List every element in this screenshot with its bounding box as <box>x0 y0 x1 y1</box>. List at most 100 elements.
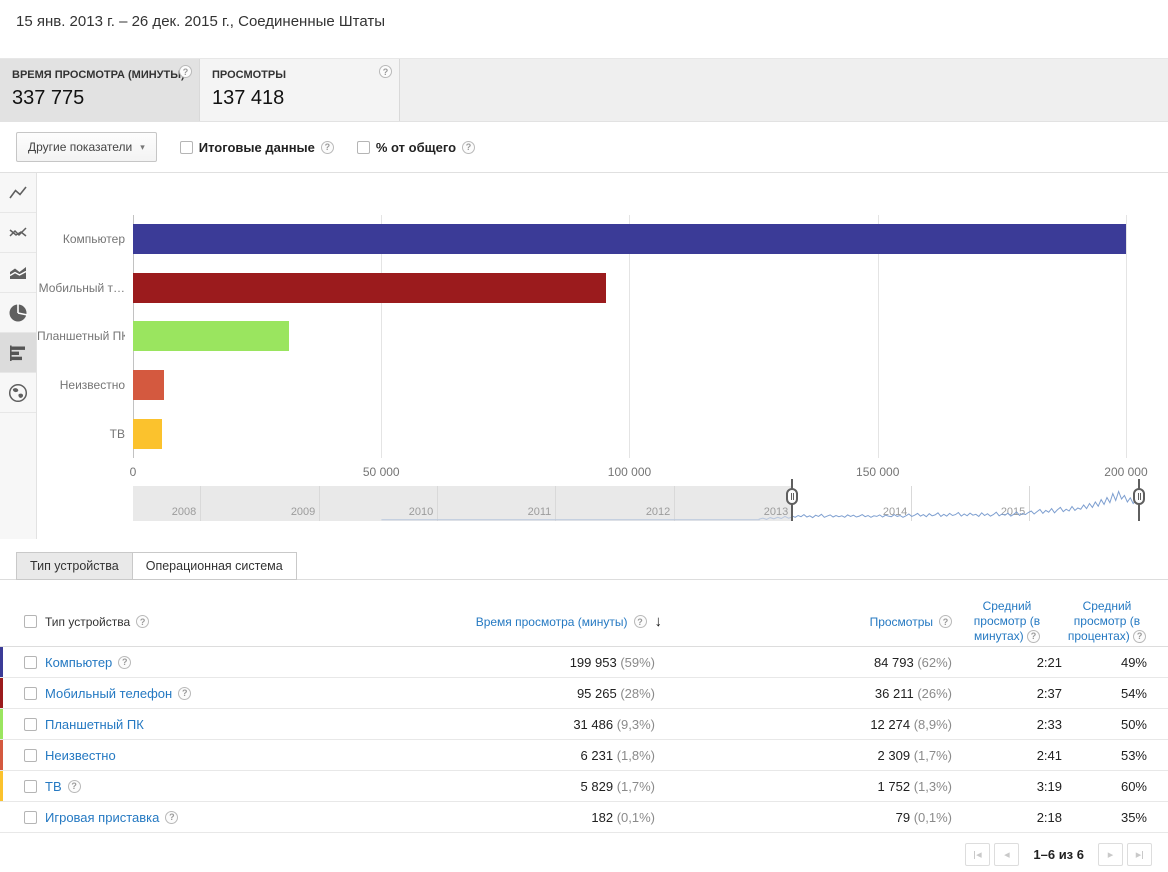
x-axis-tick-label: 200 000 <box>1104 465 1148 479</box>
chart-type-pie[interactable] <box>0 293 36 333</box>
row-checkbox[interactable] <box>24 686 37 700</box>
bar-row: Компьютер <box>63 215 1168 264</box>
last-page-button[interactable]: ▸ <box>1127 843 1152 866</box>
first-page-button[interactable]: ◂ <box>965 843 991 866</box>
cell-watch-time: 182 (0,1%) <box>591 809 655 825</box>
next-page-button[interactable]: ▸ <box>1098 843 1123 866</box>
cell-watch-time: 31 486 (9,3%) <box>573 716 655 732</box>
chart-type-area[interactable] <box>0 253 36 293</box>
pagination: ◂ ◂ 1–6 из 6 ▸ ▸ <box>0 833 1168 866</box>
row-name-link[interactable]: Игровая приставка? <box>45 810 400 825</box>
column-header-views[interactable]: Просмотры ? <box>662 615 952 629</box>
time-range-slider[interactable]: 2008 2009 2010 2011 2012 2013 2014 2015 <box>133 479 1168 521</box>
tab-device-type[interactable]: Тип устройства <box>16 552 133 580</box>
column-header-device-type: Тип устройства ? <box>45 615 400 629</box>
cell-watch-time: 5 829 (1,7%) <box>580 778 655 794</box>
table-row: ТВ? 5 829 (1,7%) 1 752 (1,3%) 3:19 60% <box>0 771 1168 802</box>
column-header-watch-time[interactable]: Время просмотра (минуты) ? ↓ <box>475 613 663 630</box>
timeline-year-label: 2009 <box>290 506 316 518</box>
metric-watch-time[interactable]: ? ВРЕМЯ ПРОСМОТРА (МИНУТЫ) 337 775 <box>0 59 200 121</box>
row-checkbox[interactable] <box>24 748 37 762</box>
metric-views[interactable]: ? ПРОСМОТРЫ 137 418 <box>200 59 400 121</box>
help-icon[interactable]: ? <box>939 615 952 628</box>
cell-views: 12 274 (8,9%) <box>870 716 952 732</box>
sort-descending-icon: ↓ <box>654 613 663 630</box>
row-name-link[interactable]: ТВ? <box>45 779 400 794</box>
help-icon[interactable]: ? <box>1026 630 1040 644</box>
row-name-link[interactable]: Мобильный телефон? <box>45 686 400 701</box>
column-header-avg-view-minutes[interactable]: Средний просмотр (в минутах) ? <box>973 599 1041 644</box>
tab-operating-system[interactable]: Операционная система <box>132 552 297 580</box>
timeline-year-label: 2008 <box>171 506 197 518</box>
timeline-divider <box>911 486 913 521</box>
chart-type-bar[interactable] <box>0 333 36 373</box>
bar-category-label: ТВ <box>109 426 125 441</box>
bar-row: Неизвестно <box>60 361 1168 410</box>
row-color-strip <box>0 740 3 770</box>
select-all-checkbox[interactable] <box>24 615 37 628</box>
chart-type-line[interactable] <box>0 173 36 213</box>
timeline-year-label: 2013 <box>763 506 789 518</box>
help-icon[interactable]: ? <box>118 655 132 669</box>
row-checkbox[interactable] <box>24 655 37 669</box>
help-icon[interactable]: ? <box>462 140 476 154</box>
cell-avg-view-percent: 35% <box>1120 809 1147 825</box>
help-icon[interactable]: ? <box>136 615 150 628</box>
cell-avg-view-minutes: 2:18 <box>1036 809 1062 825</box>
bar-row: Планшетный ПК <box>37 312 1168 361</box>
chart-type-compare-lines[interactable] <box>0 213 36 253</box>
x-axis: 0 50 000 100 000 150 000 200 000 <box>130 458 1168 486</box>
timeline-handle-right[interactable] <box>1133 479 1146 521</box>
metric-label: ПРОСМОТРЫ <box>212 69 286 81</box>
bar-row: ТВ <box>110 409 1168 458</box>
row-color-strip <box>0 678 3 708</box>
dimension-tabs: Тип устройства Операционная система <box>0 552 1168 580</box>
column-header-avg-view-percent[interactable]: Средний просмотр (в процентах) ? <box>1062 599 1152 644</box>
metrics-bar: ? ВРЕМЯ ПРОСМОТРА (МИНУТЫ) 337 775 ? ПРО… <box>0 58 1168 122</box>
gridline <box>629 215 631 458</box>
row-checkbox[interactable] <box>24 717 37 731</box>
timeline-divider <box>319 486 321 521</box>
table-row: Игровая приставка? 182 (0,1%) 79 (0,1%) 2:1… <box>0 802 1168 833</box>
help-icon[interactable]: ? <box>165 810 179 824</box>
pagination-range-label: 1–6 из 6 <box>1033 847 1084 862</box>
cell-avg-view-percent: 60% <box>1120 778 1147 794</box>
help-icon[interactable]: ? <box>178 686 192 700</box>
chevron-down-icon: ▾ <box>140 141 145 152</box>
cell-avg-view-minutes: 3:19 <box>1036 778 1062 794</box>
chart-type-map[interactable] <box>0 373 36 413</box>
row-color-strip <box>0 709 3 739</box>
help-icon[interactable]: ? <box>67 779 81 793</box>
other-metrics-dropdown[interactable]: Другие показатели ▾ <box>16 132 157 162</box>
bar-row: Мобильный т… <box>39 264 1168 313</box>
area-chart-icon <box>9 266 27 279</box>
timeline-year-label: 2010 <box>408 506 434 518</box>
help-icon[interactable]: ? <box>179 65 192 78</box>
row-name-link[interactable]: Планшетный ПК <box>45 716 144 732</box>
help-icon[interactable]: ? <box>379 65 392 78</box>
cell-views: 84 793 (62%) <box>873 654 952 670</box>
row-name-link[interactable]: Компьютер? <box>45 655 400 670</box>
timeline-year-label: 2014 <box>882 506 908 518</box>
totals-checkbox[interactable] <box>179 140 193 154</box>
other-metrics-label: Другие показатели <box>28 140 133 154</box>
table-row: Компьютер? 199 953 (59%) 84 793 (62%) 2:21 4… <box>0 647 1168 678</box>
bar <box>133 418 162 449</box>
bar-category-label: Компьютер <box>62 232 125 247</box>
percent-of-total-checkbox[interactable] <box>356 140 370 154</box>
cell-avg-view-percent: 50% <box>1120 716 1147 732</box>
first-page-icon: ◂ <box>976 849 982 861</box>
totals-checkbox-label: Итоговые данные <box>198 139 315 155</box>
bar-chart-plot: Компьютер Мобильный т… Планшетный ПК Неизве… <box>37 215 1168 458</box>
table-row: Мобильный телефон? 95 265 (28%) 36 211 (26… <box>0 678 1168 709</box>
timeline-divider <box>674 486 676 521</box>
timeline-handle-left[interactable] <box>786 479 799 521</box>
row-name-link[interactable]: Неизвестно <box>45 747 116 763</box>
previous-page-button[interactable]: ◂ <box>994 843 1020 866</box>
help-icon[interactable]: ? <box>633 615 647 628</box>
help-icon[interactable]: ? <box>320 140 334 154</box>
row-checkbox[interactable] <box>24 779 37 793</box>
help-icon[interactable]: ? <box>1133 630 1147 644</box>
row-checkbox[interactable] <box>24 810 37 824</box>
